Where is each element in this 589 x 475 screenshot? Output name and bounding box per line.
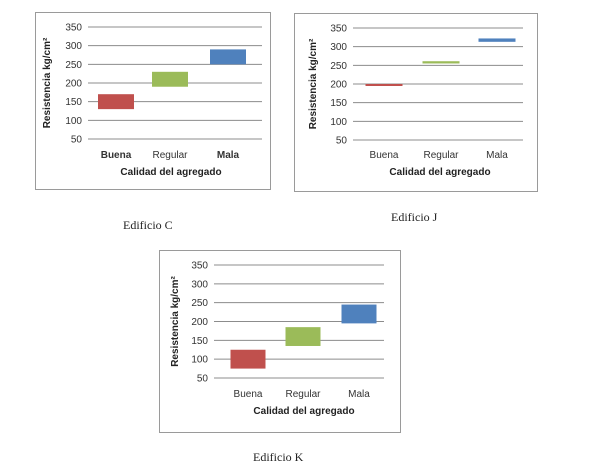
chart-edificio-k: 50 100 150 200 250 300 350 Buena Regular Mala Cali… <box>159 250 401 433</box>
range-bar-mala <box>210 49 246 65</box>
x-category-label: Mala <box>486 150 508 161</box>
x-category-label: Buena <box>101 150 132 161</box>
x-category-label: Regular <box>152 150 188 161</box>
y-tick-label: 250 <box>191 298 208 309</box>
y-tick-label: 50 <box>71 135 83 146</box>
y-tick-label: 350 <box>65 23 82 34</box>
y-tick-label: 300 <box>330 42 347 53</box>
y-tick-label: 250 <box>65 60 82 71</box>
x-category-label: Mala <box>348 389 370 400</box>
range-bar-regular <box>152 71 188 87</box>
range-bar-regular <box>285 327 321 346</box>
x-axis-title: Calidad del agregado <box>120 167 221 178</box>
y-tick-label: 350 <box>330 24 347 35</box>
y-tick-label: 50 <box>197 374 209 385</box>
y-axis-title: Resistencia kg/cm² <box>308 38 319 129</box>
y-tick-label: 100 <box>65 116 82 127</box>
y-tick-label: 200 <box>191 317 208 328</box>
x-category-label: Regular <box>423 150 459 161</box>
y-axis-title: Resistencia kg/cm² <box>42 37 53 128</box>
y-tick-label: 250 <box>330 61 347 72</box>
range-bar-buena <box>365 84 403 86</box>
range-bar-regular <box>422 61 460 64</box>
caption-edificio-j: Edificio J <box>391 210 438 224</box>
y-tick-label: 150 <box>191 336 208 347</box>
range-bar-mala <box>478 38 516 42</box>
range-bar-mala <box>341 304 377 324</box>
y-tick-label: 300 <box>191 279 208 290</box>
x-category-label: Mala <box>217 150 240 161</box>
y-tick-label: 100 <box>191 355 208 366</box>
chart-svg-j: 50 100 150 200 250 300 350 Buena Regular Mala Cali… <box>308 24 523 178</box>
y-tick-label: 300 <box>65 41 82 52</box>
range-bar-buena <box>230 349 266 369</box>
y-tick-label: 200 <box>330 80 347 91</box>
y-tick-label: 100 <box>330 117 347 128</box>
y-tick-label: 150 <box>330 98 347 109</box>
y-tick-label: 350 <box>191 261 208 272</box>
chart-edificio-j: 50 100 150 200 250 300 350 Buena Regular Mala Cali… <box>294 13 538 192</box>
x-category-label: Buena <box>370 150 399 161</box>
chart-svg-k: 50 100 150 200 250 300 350 Buena Regular Mala Cali… <box>170 261 384 417</box>
y-axis-title: Resistencia kg/cm² <box>170 276 181 367</box>
y-tick-label: 200 <box>65 79 82 90</box>
y-tick-label: 150 <box>65 97 82 108</box>
chart-svg-c: 50 100 150 200 250 300 350 Buena Regular Mala Cali… <box>42 23 262 178</box>
x-category-label: Buena <box>234 389 263 400</box>
range-bar-buena <box>98 94 134 110</box>
caption-edificio-k: Edificio K <box>253 450 304 464</box>
x-axis-title: Calidad del agregado <box>253 406 354 417</box>
y-tick-label: 50 <box>336 136 348 147</box>
x-axis-title: Calidad del agregado <box>389 167 490 178</box>
x-category-label: Regular <box>285 389 321 400</box>
chart-edificio-c: 50 100 150 200 250 300 350 Buena Regular Mala Cali… <box>35 12 271 190</box>
caption-edificio-c: Edificio C <box>123 218 173 232</box>
